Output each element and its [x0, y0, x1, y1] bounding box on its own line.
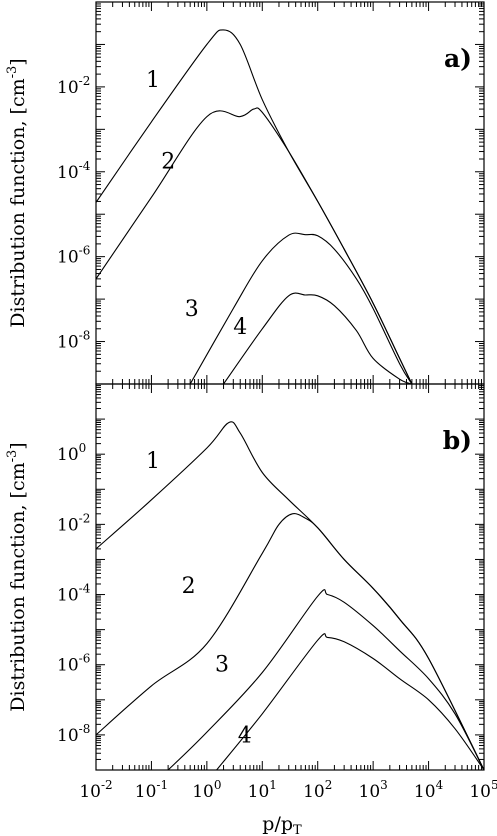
y-tick-label: 10-2: [57, 511, 90, 535]
panel-b: 100 10-2 10-4 10-6 10-8 1 2 3 4 b) Distribution fu…: [5, 383, 485, 771]
x-tick-label: 103: [359, 778, 388, 802]
curve-label-2: 2: [161, 149, 175, 174]
x-tick-label: 10-1: [135, 778, 168, 802]
y-tick-label: 100: [57, 441, 86, 465]
curve-3: [189, 232, 413, 384]
curve-4: [216, 633, 484, 770]
y-tick-label: 10-6: [57, 652, 90, 676]
curve-3: [167, 589, 484, 770]
y-axis-label: Distribution function, [cm-3]: [5, 58, 29, 327]
y-tick-label: 10-2: [57, 74, 90, 98]
curves: [96, 421, 484, 770]
curve-label-3: 3: [185, 297, 199, 322]
x-tick-label: 101: [248, 778, 277, 802]
curve-2: [96, 107, 413, 384]
panel-label: b): [443, 426, 472, 455]
curve-label-3: 3: [215, 652, 229, 677]
y-tick-label: 10-8: [57, 329, 90, 353]
y-tick-label: 10-4: [57, 159, 91, 183]
curves: [96, 29, 413, 384]
plot-frame: [95, 383, 485, 771]
x-tick-label: 100: [192, 778, 221, 802]
curve-1: [96, 29, 413, 384]
y-tick-label: 10-6: [57, 244, 90, 268]
y-tick-label: 10-4: [57, 582, 91, 606]
x-axis-labels: 10-2 10-1 100 101 102 103 104 105 p/pT: [79, 778, 497, 836]
y-axis-label: Distribution function, [cm-3]: [5, 442, 29, 711]
panel-a: 10-2 10-4 10-6 10-8 1 2 3 4 a) Distribution funct…: [5, 1, 485, 385]
x-tick-label: 102: [303, 778, 332, 802]
curve-label-4: 4: [233, 315, 247, 340]
x-tick-label: 104: [414, 778, 444, 802]
x-tick-label: 105: [469, 778, 497, 802]
curve-label-1: 1: [146, 449, 160, 474]
curve-label-1: 1: [146, 68, 160, 93]
curve-label-4: 4: [238, 724, 252, 749]
panel-label: a): [444, 44, 472, 73]
curve-4: [223, 292, 413, 384]
curve-2: [96, 513, 484, 770]
curve-label-2: 2: [182, 574, 196, 599]
x-axis-label: p/pT: [262, 813, 302, 836]
x-tick-label: 10-2: [79, 778, 112, 802]
y-tick-label: 10-8: [57, 722, 90, 746]
